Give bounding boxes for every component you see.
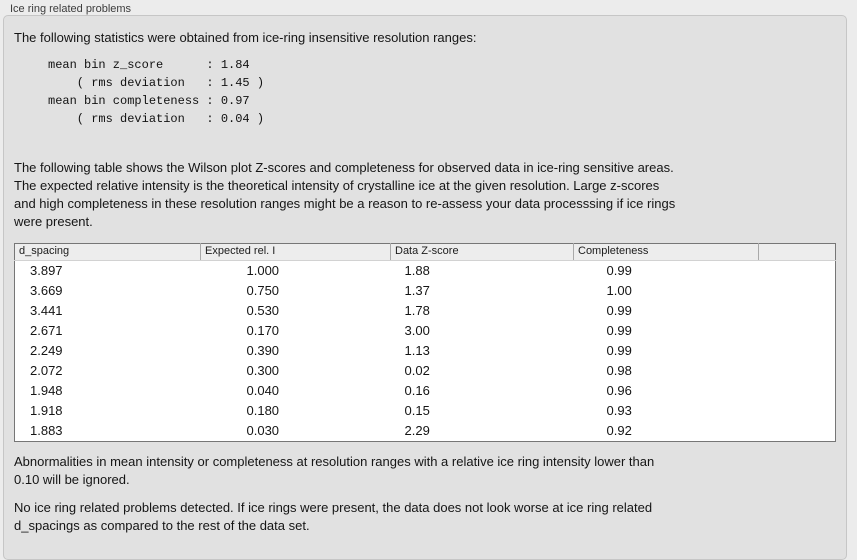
conclusion-text: No ice ring related problems detected. I… bbox=[14, 500, 653, 533]
column-header-blank[interactable] bbox=[758, 243, 836, 261]
footnote-text: Abnormalities in mean intensity or compl… bbox=[14, 454, 655, 487]
table-cell: 0.99 bbox=[606, 343, 632, 358]
table-cell: 1.883 bbox=[30, 423, 63, 438]
table-cell: 0.300 bbox=[246, 363, 280, 378]
table-row[interactable]: 1.883 0.030 2.29 0.92 bbox=[15, 421, 836, 442]
table-cell bbox=[759, 301, 836, 321]
table-cell: 2.249 bbox=[30, 343, 63, 358]
table-cell bbox=[759, 341, 836, 361]
table-cell: 0.99 bbox=[606, 263, 632, 278]
table-cell: 1.948 bbox=[30, 383, 63, 398]
table-cell: 1.000 bbox=[246, 263, 280, 278]
ice-ring-groupbox: The following statistics were obtained f… bbox=[3, 15, 847, 560]
table-header: d_spacing Expected rel. I Data Z-score Comp… bbox=[14, 243, 836, 261]
table-cell: 0.530 bbox=[246, 303, 280, 318]
table-cell: 0.02 bbox=[404, 363, 430, 378]
table-cell bbox=[759, 401, 836, 421]
table-cell: 0.92 bbox=[606, 423, 632, 438]
table-note-text: The following table shows the Wilson plo… bbox=[14, 160, 676, 229]
table-cell: 2.671 bbox=[30, 323, 63, 338]
table-cell bbox=[759, 421, 836, 442]
column-header-expected-rel-i[interactable]: Expected rel. I bbox=[200, 243, 391, 261]
table-body: 3.897 1.000 1.88 0.99 3.669 0.750 1.37 1.00 3.44… bbox=[15, 261, 836, 442]
table-cell: 1.00 bbox=[606, 283, 632, 298]
table-cell: 0.15 bbox=[404, 403, 430, 418]
table-row[interactable]: 2.249 0.390 1.13 0.99 bbox=[15, 341, 836, 361]
table-row[interactable]: 3.897 1.000 1.88 0.99 bbox=[15, 261, 836, 282]
table-cell: 0.99 bbox=[606, 303, 632, 318]
table-row[interactable]: 3.441 0.530 1.78 0.99 bbox=[15, 301, 836, 321]
table-header-row: d_spacing Expected rel. I Data Z-score Comp… bbox=[14, 243, 836, 261]
table-cell bbox=[759, 281, 836, 301]
table-cell bbox=[759, 261, 836, 282]
table-cell: 0.99 bbox=[606, 323, 632, 338]
table-cell: 3.441 bbox=[30, 303, 63, 318]
table-cell: 1.918 bbox=[30, 403, 63, 418]
table-row[interactable]: 3.669 0.750 1.37 1.00 bbox=[15, 281, 836, 301]
table-row[interactable]: 1.948 0.040 0.16 0.96 bbox=[15, 381, 836, 401]
table-cell: 0.16 bbox=[404, 383, 430, 398]
table-cell: 3.669 bbox=[30, 283, 63, 298]
table-cell: 1.37 bbox=[404, 283, 430, 298]
table-cell: 1.78 bbox=[404, 303, 430, 318]
table-cell bbox=[759, 361, 836, 381]
table-cell bbox=[759, 321, 836, 341]
column-header-d-spacing[interactable]: d_spacing bbox=[14, 243, 201, 261]
groupbox-label: Ice ring related problems bbox=[10, 3, 132, 15]
table-cell: 1.13 bbox=[404, 343, 430, 358]
table-cell: 0.030 bbox=[246, 423, 280, 438]
intro-text: The following statistics were obtained f… bbox=[14, 30, 477, 45]
ice-ring-table: d_spacing Expected rel. I Data Z-score Comp… bbox=[14, 243, 836, 442]
table-cell: 0.98 bbox=[606, 363, 632, 378]
table-cell: 1.88 bbox=[404, 263, 430, 278]
table-cell: 0.750 bbox=[246, 283, 280, 298]
stats-block: mean bin z_score : 1.84 ( rms deviation … bbox=[48, 58, 265, 126]
table-cell: 0.040 bbox=[246, 383, 280, 398]
table-cell: 2.072 bbox=[30, 363, 63, 378]
table-cell: 0.180 bbox=[246, 403, 280, 418]
table-row[interactable]: 2.072 0.300 0.02 0.98 bbox=[15, 361, 836, 381]
table-cell: 3.00 bbox=[404, 323, 430, 338]
table-cell bbox=[759, 381, 836, 401]
table-cell: 2.29 bbox=[404, 423, 430, 438]
table-cell: 0.96 bbox=[606, 383, 632, 398]
table-cell: 0.170 bbox=[246, 323, 280, 338]
table-cell: 0.93 bbox=[606, 403, 632, 418]
column-header-completeness[interactable]: Completeness bbox=[573, 243, 759, 261]
table-row[interactable]: 2.671 0.170 3.00 0.99 bbox=[15, 321, 836, 341]
table-row[interactable]: 1.918 0.180 0.15 0.93 bbox=[15, 401, 836, 421]
column-header-data-z-score[interactable]: Data Z-score bbox=[390, 243, 574, 261]
table-cell: 3.897 bbox=[30, 263, 63, 278]
table-cell: 0.390 bbox=[246, 343, 280, 358]
